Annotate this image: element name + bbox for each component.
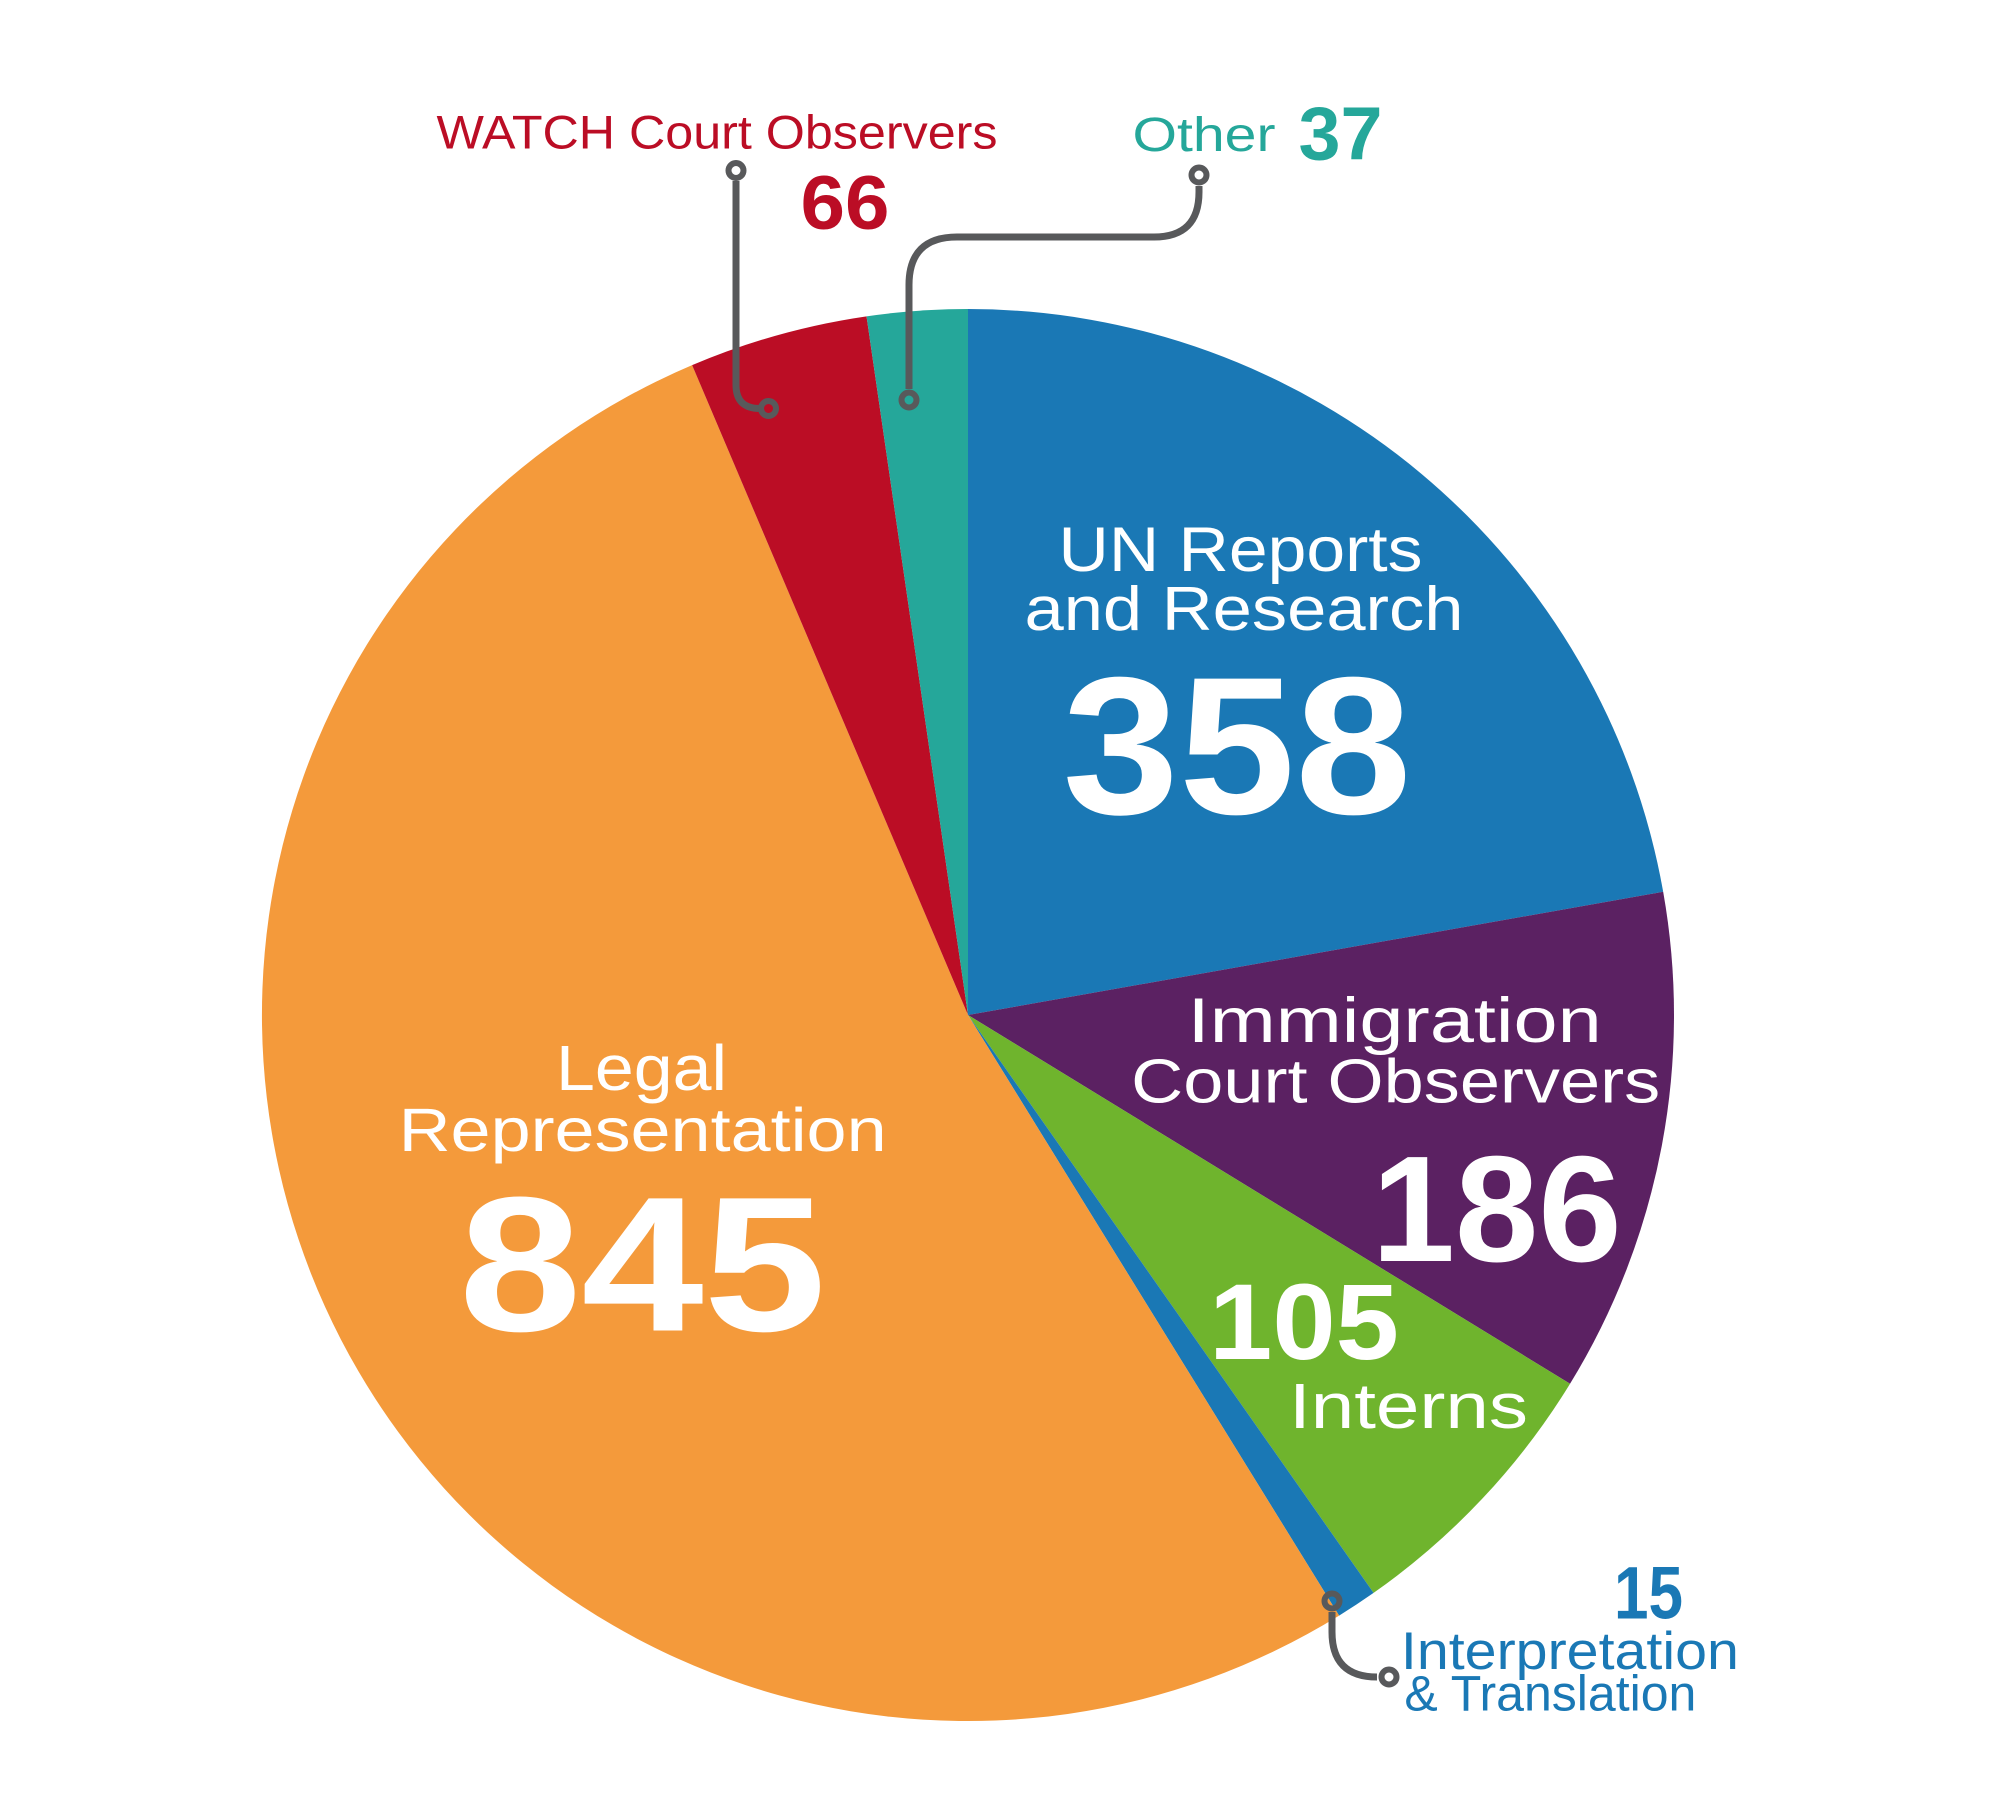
svg-text:Court Observers: Court Observers (1131, 1048, 1660, 1117)
svg-text:66: 66 (801, 161, 890, 246)
svg-text:15: 15 (1614, 1552, 1683, 1635)
svg-text:Immigration: Immigration (1188, 986, 1602, 1056)
svg-text:Legal: Legal (556, 1032, 727, 1104)
svg-text:Other: Other (1133, 109, 1276, 162)
svg-text:Representation: Representation (399, 1096, 887, 1164)
svg-text:Interpretation: Interpretation (1401, 1622, 1739, 1681)
svg-text:& Translation: & Translation (1404, 1666, 1696, 1722)
svg-text:and Research: and Research (1025, 575, 1464, 644)
svg-text:105: 105 (1209, 1261, 1399, 1382)
svg-text:UN Reports: UN Reports (1059, 515, 1423, 585)
svg-text:186: 186 (1372, 1124, 1622, 1293)
svg-text:37: 37 (1299, 92, 1383, 176)
svg-text:Interns: Interns (1289, 1370, 1528, 1442)
svg-text:358: 358 (1063, 637, 1412, 856)
svg-text:845: 845 (459, 1157, 826, 1372)
svg-text:WATCH Court Observers: WATCH Court Observers (437, 106, 998, 159)
